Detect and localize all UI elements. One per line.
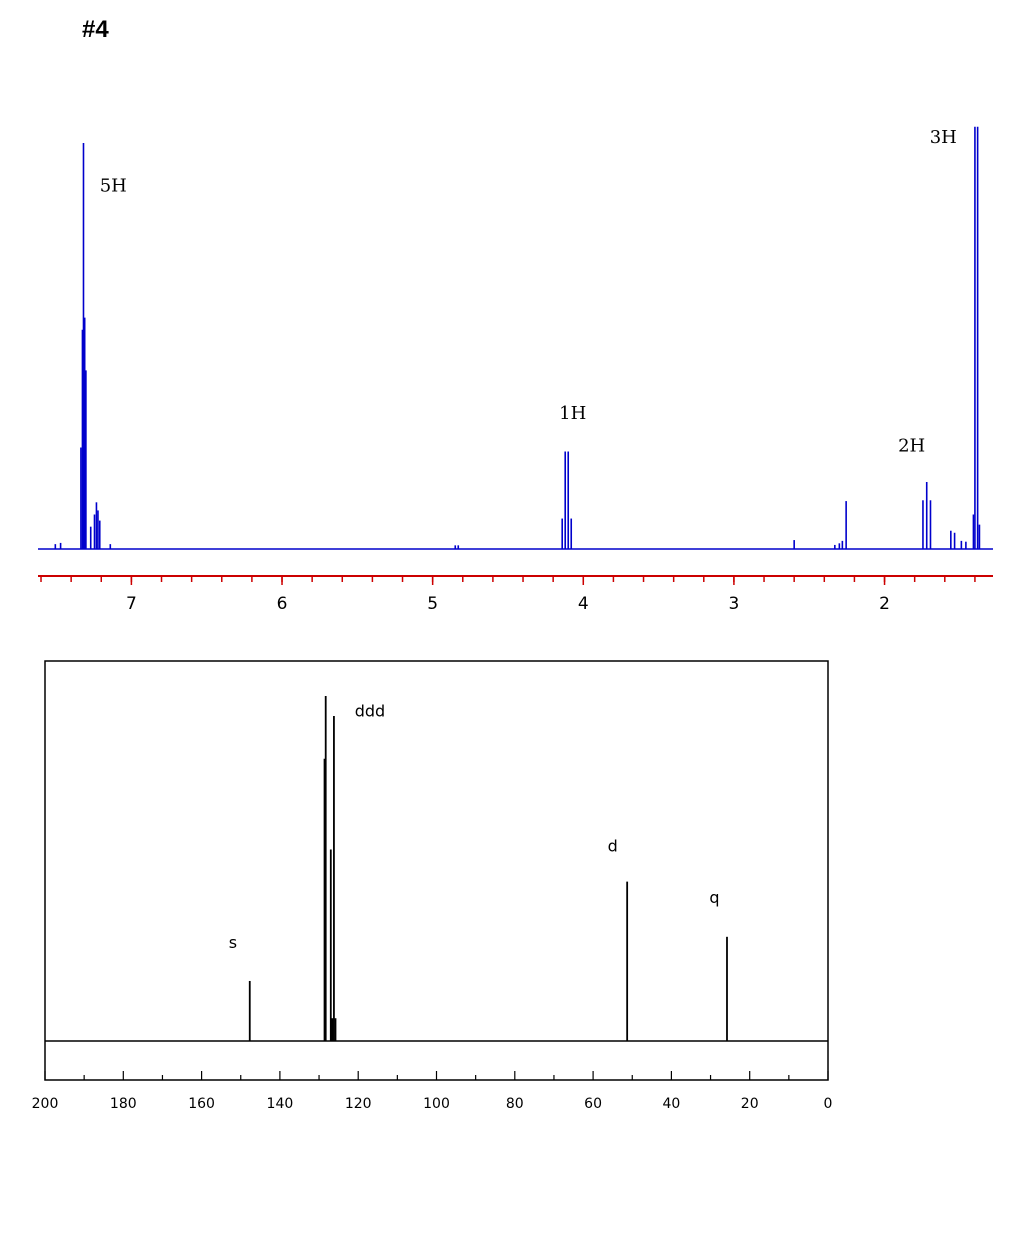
h-nmr-integration-label: 3H: [930, 127, 957, 148]
h-nmr-tick-label: 4: [578, 594, 589, 614]
h-nmr-axis: 7 6 5 4 3 2: [38, 575, 993, 614]
c-nmr-tick-label: 200: [32, 1096, 59, 1112]
h-nmr-tick-label: 2: [879, 594, 890, 614]
h-nmr-tick-label: 7: [126, 594, 137, 614]
c-nmr-tick-label: 140: [267, 1096, 294, 1112]
c-nmr-multiplicity-label: s: [229, 933, 237, 952]
h-nmr-chart: 7 6 5 4 3 2 5H 1H 2H 3H: [38, 126, 993, 614]
c-nmr-multiplicity-label: q: [709, 888, 719, 907]
c-nmr-multiplicity-label: ddd: [355, 702, 385, 721]
h-nmr-integration-label: 2H: [898, 436, 925, 457]
c-nmr-tick-label: 60: [584, 1096, 602, 1112]
c-nmr-tick-label: 180: [110, 1096, 137, 1112]
h-nmr-integration-label: 1H: [559, 403, 586, 424]
c-nmr-tick-label: 0: [824, 1096, 833, 1112]
c-nmr-tick-label: 120: [345, 1096, 372, 1112]
c-nmr-tick-label: 80: [506, 1096, 524, 1112]
page-label: #4: [82, 16, 109, 43]
h-nmr-integration-label: 5H: [100, 176, 127, 197]
h-nmr-tick-label: 5: [427, 594, 438, 614]
c-nmr-tick-label: 40: [662, 1096, 680, 1112]
h-nmr-tick-label: 3: [729, 594, 740, 614]
c-nmr-frame: [44, 660, 829, 1081]
h-nmr-tick-label: 6: [277, 594, 288, 614]
h-nmr-peaks-group: [54, 126, 981, 549]
c-nmr-peaks-group: [45, 696, 828, 1042]
c-nmr-tick-label: 20: [741, 1096, 759, 1112]
c-nmr-axis: 200 180 160 140 120 100 80 60 40 20 0: [32, 1071, 833, 1112]
c-nmr-multiplicity-label: d: [608, 836, 618, 855]
h-nmr-annotations: 5H 1H 2H 3H: [100, 127, 957, 457]
c-nmr-tick-label: 160: [188, 1096, 215, 1112]
c-nmr-tick-label: 100: [423, 1096, 450, 1112]
